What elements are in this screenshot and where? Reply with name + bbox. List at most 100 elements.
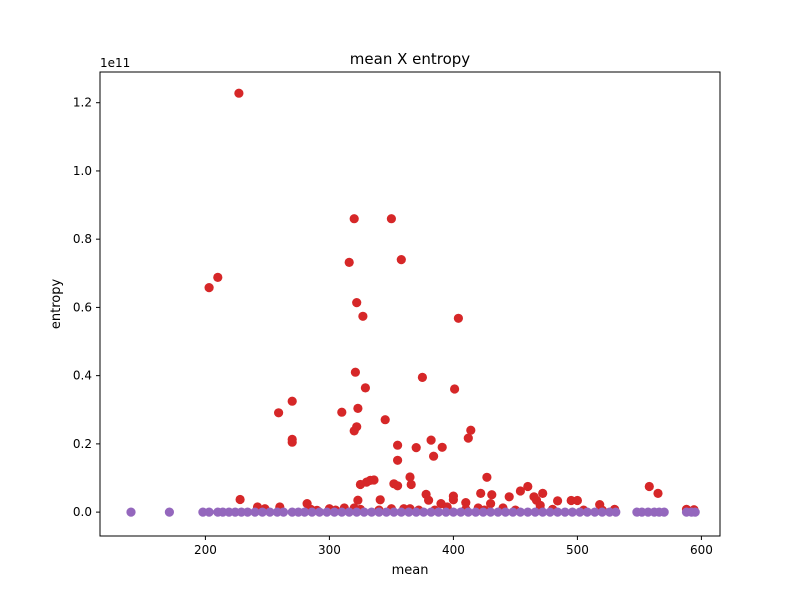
y-tick-label: 1.2 [73,96,92,110]
scatter-point-s0-55 [553,496,563,506]
scatter-point-s1-11 [257,507,267,517]
x-tick-label: 200 [194,543,217,557]
scatter-point-s1-46 [515,507,526,517]
y-axis-ticks: 0.0 0.2 0.4 0.6 0.8 1.0 1.2 [73,96,100,519]
scatter-point-s0-54 [448,495,458,505]
scatter-point-s1-59 [611,507,621,517]
scatter-point-s1-29 [389,507,399,517]
y-axis-offset-label: 1e11 [100,56,130,70]
x-axis-label: mean [392,563,429,578]
scatter-point-s0-27 [437,442,447,452]
scatter-point-s1-52 [560,507,570,517]
scatter-point-s1-51 [553,507,563,517]
scatter-point-s1-20 [322,507,332,517]
scatter-point-s1-1 [164,507,174,517]
y-tick-label: 0.0 [73,505,92,519]
scatter-point-s1-37 [448,507,458,517]
scatter-point-s0-7 [352,298,362,308]
scatter-point-s0-3 [349,214,359,224]
scatter-point-s0-43 [487,490,497,500]
scatter-point-s0-18 [380,415,390,425]
scatter-point-s0-41 [538,488,548,498]
plot-frame [99,71,721,537]
x-axis-ticks: 200 300 400 500 600 [194,536,713,557]
scatter-point-s0-9 [453,313,463,323]
scatter-point-s0-6 [396,255,406,265]
scatter-point-s1-43 [493,507,503,517]
scatter-point-s1-32 [411,507,421,517]
scatter-point-s0-31 [482,472,492,482]
scatter-point-s1-50 [545,507,555,517]
scatter-point-s0-22 [463,433,473,443]
scatter-point-s1-47 [523,507,533,517]
scatter-point-s0-50 [653,488,663,498]
scatter-point-s0-30 [393,455,403,465]
scatter-point-s1-18 [307,507,317,517]
scatter-point-s1-65 [659,507,669,517]
scatter-point-s1-3 [204,507,214,517]
scatter-point-s0-26 [393,440,403,450]
scatter-point-s1-24 [352,507,362,517]
scatter-point-s0-61 [461,498,471,508]
y-tick-label: 1.0 [73,164,92,178]
scatter-point-s1-53 [567,507,578,517]
y-tick-label: 0.6 [73,300,92,314]
scatter-point-s1-19 [314,507,325,517]
scatter-point-s1-23 [344,507,354,517]
scatter-point-s1-28 [381,507,391,517]
scatter-point-s0-49 [644,481,654,492]
scatter-point-s0-35 [369,475,379,485]
scatter-point-s0-46 [504,492,514,502]
scatter-point-s0-32 [405,472,415,482]
y-tick-label: 0.8 [73,232,92,246]
scatter-point-s0-11 [417,372,427,382]
scatter-point-s1-39 [463,507,473,517]
y-tick-label: 0.2 [73,437,92,451]
scatter-point-s0-39 [393,481,403,491]
scatter-point-s1-21 [329,507,339,517]
scatter-point-s0-16 [337,407,347,417]
chart-title: mean X entropy [350,50,471,68]
scatter-point-s1-48 [530,507,540,517]
scatter-point-s0-2 [213,272,223,282]
scatter-point-s1-12 [265,507,275,517]
scatter-point-s1-57 [597,507,607,517]
scatter-point-s1-45 [508,507,518,517]
scatter-point-s1-41 [478,507,488,517]
x-tick-label: 500 [566,543,589,557]
scatter-point-s1-9 [243,507,253,517]
scatter-point-s1-55 [582,507,592,517]
scatter-point-s0-40 [523,481,533,492]
scatter-point-s0-51 [235,494,245,505]
scatter-point-s1-10 [250,507,260,517]
scatter-point-s1-35 [433,507,444,517]
scatter-point-s1-49 [538,507,548,517]
scatter-point-s0-21 [466,425,476,435]
data-points [126,88,700,517]
scatter-point-s0-20 [349,426,359,436]
scatter-point-s1-31 [404,507,414,517]
scatter-point-s0-42 [515,486,526,496]
scatter-point-s1-36 [441,507,451,517]
scatter-point-s1-56 [590,507,600,517]
x-tick-label: 400 [442,543,465,557]
scatter-point-s1-40 [471,507,481,517]
scatter-point-s1-42 [486,507,496,517]
scatter-point-s1-44 [500,507,511,517]
scatter-point-s0-33 [406,479,416,490]
scatter-point-s1-68 [690,507,700,517]
scatter-point-s1-22 [337,507,347,517]
scatter-point-s0-53 [375,495,385,505]
scatter-point-s0-4 [386,214,396,224]
x-tick-label: 300 [318,543,341,557]
scatter-point-s0-28 [411,443,421,453]
scatter-point-s0-15 [353,403,363,413]
scatter-point-s0-8 [358,311,368,321]
scatter-point-s1-54 [575,507,585,517]
scatter-point-s1-34 [426,507,436,517]
scatter-point-s0-24 [287,437,297,447]
scatter-point-s0-45 [476,488,486,498]
scatter-point-s0-25 [426,435,436,445]
